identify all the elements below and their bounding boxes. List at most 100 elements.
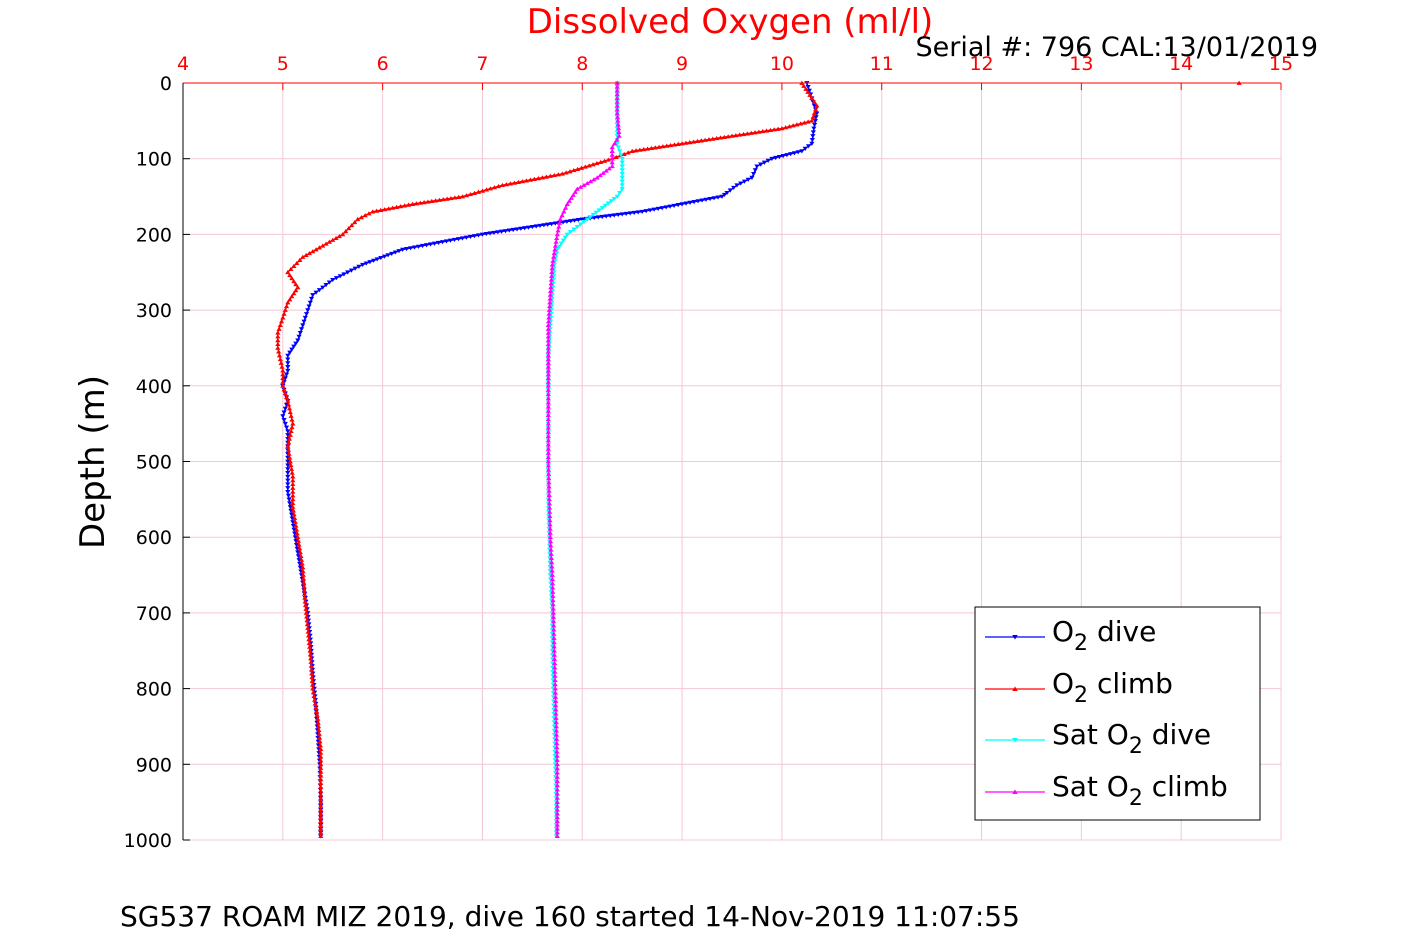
legend-swatch-marker bbox=[1012, 789, 1018, 794]
data-point-marker bbox=[798, 121, 804, 126]
data-point-marker bbox=[551, 652, 558, 657]
data-point-marker bbox=[285, 486, 291, 491]
data-point-marker bbox=[545, 429, 551, 434]
data-point-marker bbox=[340, 232, 346, 237]
data-point-marker bbox=[619, 212, 625, 217]
legend-swatch-marker bbox=[1012, 738, 1018, 743]
data-point-marker bbox=[547, 509, 553, 514]
data-point-marker bbox=[803, 86, 809, 91]
data-point-marker bbox=[285, 463, 291, 468]
data-point-marker bbox=[554, 749, 560, 754]
data-point-marker bbox=[301, 584, 307, 589]
data-point-marker bbox=[291, 278, 297, 284]
data-point-marker bbox=[619, 183, 625, 188]
data-point-marker bbox=[318, 773, 324, 778]
data-point-marker bbox=[318, 811, 324, 816]
data-point-marker bbox=[551, 631, 557, 636]
data-point-marker bbox=[290, 524, 297, 529]
data-point-marker bbox=[285, 269, 291, 275]
data-point-marker bbox=[300, 254, 306, 259]
data-point-marker bbox=[381, 254, 388, 259]
data-point-marker bbox=[285, 429, 291, 434]
data-point-marker bbox=[599, 214, 605, 220]
y-tick-label: 900 bbox=[136, 754, 172, 776]
data-point-marker bbox=[567, 169, 573, 174]
legend: O2 dive O2 climb Sat O2 dive Sat O2 climb bbox=[974, 606, 1261, 821]
data-point-marker bbox=[304, 621, 310, 627]
data-point-marker bbox=[295, 285, 301, 290]
data-point-marker bbox=[288, 466, 295, 471]
data-point-marker bbox=[378, 207, 384, 212]
legend-label: Sat O2 dive bbox=[1052, 718, 1211, 759]
data-point-marker bbox=[652, 145, 658, 150]
data-point-marker bbox=[291, 512, 297, 517]
data-point-marker bbox=[545, 372, 551, 377]
data-point-marker bbox=[575, 218, 582, 223]
data-point-marker bbox=[343, 229, 349, 234]
data-point-marker bbox=[378, 255, 384, 261]
data-point-marker bbox=[555, 172, 561, 177]
data-point-marker bbox=[614, 114, 621, 119]
data-point-marker bbox=[805, 84, 811, 90]
x-tick-label: 6 bbox=[377, 53, 389, 75]
data-point-marker bbox=[290, 485, 296, 490]
data-point-marker bbox=[814, 111, 820, 116]
data-point-marker bbox=[545, 334, 551, 339]
data-point-marker bbox=[545, 442, 551, 447]
data-point-marker bbox=[738, 181, 744, 186]
data-point-marker bbox=[479, 232, 486, 237]
data-point-marker bbox=[614, 137, 620, 142]
data-point-marker bbox=[296, 558, 302, 563]
data-point-marker bbox=[552, 243, 559, 248]
data-point-marker bbox=[572, 189, 578, 194]
data-point-marker bbox=[440, 197, 446, 202]
data-point-marker bbox=[551, 635, 557, 640]
data-point-marker bbox=[550, 585, 556, 590]
data-point-marker bbox=[429, 198, 435, 204]
y-tick-label: 100 bbox=[136, 149, 172, 171]
data-point-marker bbox=[510, 227, 516, 233]
data-point-marker bbox=[548, 555, 555, 561]
data-point-marker bbox=[574, 186, 580, 191]
series-layer bbox=[275, 80, 1242, 839]
data-point-marker bbox=[719, 194, 725, 199]
data-point-marker bbox=[639, 209, 645, 215]
data-point-marker bbox=[552, 673, 558, 678]
data-point-marker bbox=[302, 315, 308, 321]
data-point-marker bbox=[302, 595, 308, 600]
data-point-marker bbox=[609, 148, 615, 153]
data-point-marker bbox=[286, 497, 292, 502]
data-point-marker bbox=[318, 833, 324, 839]
data-point-marker bbox=[548, 547, 554, 552]
data-point-marker bbox=[679, 141, 685, 146]
data-point-marker bbox=[297, 330, 303, 336]
data-point-marker bbox=[318, 754, 324, 759]
data-point-marker bbox=[553, 707, 559, 712]
data-point-marker bbox=[656, 144, 662, 149]
data-point-marker bbox=[315, 720, 321, 725]
data-point-marker bbox=[554, 770, 560, 775]
data-point-marker bbox=[288, 462, 294, 468]
data-point-marker bbox=[619, 172, 625, 177]
data-point-marker bbox=[548, 281, 554, 286]
data-point-marker bbox=[587, 179, 594, 184]
data-point-marker bbox=[318, 822, 324, 827]
data-point-marker bbox=[318, 750, 324, 755]
data-point-marker bbox=[310, 690, 316, 695]
data-point-marker bbox=[699, 198, 705, 203]
data-point-marker bbox=[660, 144, 666, 149]
data-point-marker bbox=[318, 799, 324, 804]
data-point-marker bbox=[300, 323, 306, 328]
data-point-marker bbox=[433, 198, 439, 203]
data-point-marker bbox=[293, 341, 299, 346]
data-point-marker bbox=[779, 126, 785, 131]
data-point-marker bbox=[571, 218, 578, 223]
data-point-marker bbox=[318, 830, 324, 835]
data-point-marker bbox=[285, 365, 291, 370]
data-point-marker bbox=[554, 811, 560, 816]
data-point-marker bbox=[553, 711, 559, 716]
data-point-marker bbox=[479, 188, 486, 193]
data-point-marker bbox=[318, 780, 324, 786]
data-point-marker bbox=[546, 505, 553, 510]
data-point-marker bbox=[314, 712, 320, 717]
